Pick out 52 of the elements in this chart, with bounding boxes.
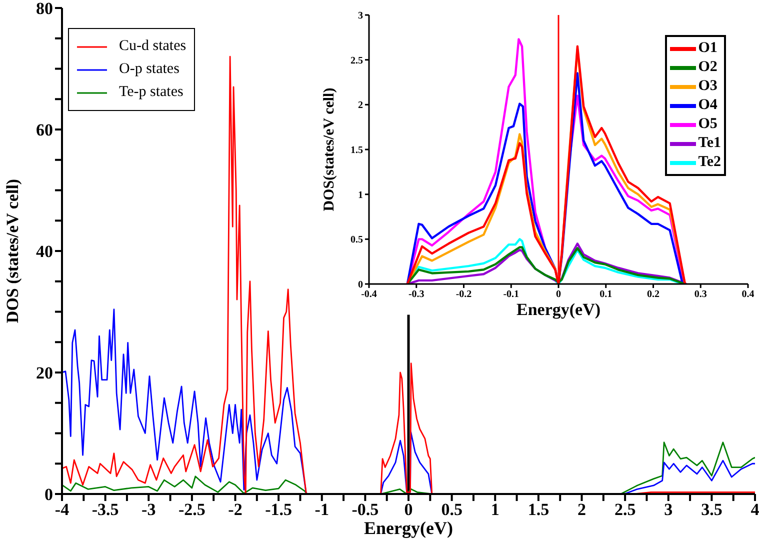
x-tick-label: 3 <box>664 500 673 520</box>
legend-label: O3 <box>698 78 718 95</box>
y-tick-label: 0.5 <box>350 234 363 246</box>
x-tick-label: -2 <box>228 500 242 520</box>
y-tick-label: 2.5 <box>350 55 363 66</box>
legend-label: O1 <box>698 40 718 57</box>
legend-label: O2 <box>698 59 718 76</box>
x-tick-label: 2.5 <box>614 500 636 520</box>
x-tick-label: -0.5 <box>352 500 379 520</box>
x-tick-label: 0 <box>556 289 561 300</box>
x-tick-label: -0.3 <box>408 289 424 300</box>
legend-label: O5 <box>698 116 718 133</box>
x-tick-label: -3 <box>142 500 156 520</box>
y-tick-label: 1 <box>358 190 363 201</box>
x-axis-title: Energy(eV) <box>516 300 601 319</box>
legend-label: Te-p states <box>119 84 184 101</box>
x-tick-label: 0 <box>404 500 413 520</box>
legend-label: Te2 <box>698 154 721 171</box>
y-tick-label: 2 <box>358 100 363 112</box>
x-tick-label: 2 <box>578 500 586 520</box>
x-tick-label: -0.4 <box>361 289 377 300</box>
x-tick-label: -1 <box>314 500 329 520</box>
x-tick-label: -0.2 <box>456 289 472 300</box>
x-tick-label: 0.1 <box>600 289 612 300</box>
y-tick-label: 3 <box>358 10 363 22</box>
x-tick-label: -2.5 <box>178 500 206 520</box>
x-axis-title: Energy(eV) <box>364 518 453 538</box>
y-tick-label: 0 <box>44 485 53 504</box>
x-tick-label: 4 <box>750 500 759 520</box>
x-tick-label: 0.4 <box>742 289 754 300</box>
y-tick-label: 20 <box>36 364 53 383</box>
x-tick-label: 0.3 <box>694 289 707 300</box>
y-tick-label: 1.5 <box>350 145 363 156</box>
legend-label: Cu-d states <box>119 38 186 55</box>
x-tick-label: -0.1 <box>503 289 520 300</box>
x-tick-label: 0.5 <box>441 500 462 520</box>
x-tick-label: 1.5 <box>528 500 550 520</box>
x-tick-label: 0.2 <box>647 289 660 300</box>
y-tick-label: 80 <box>36 0 53 18</box>
y-tick-label: 40 <box>36 242 53 262</box>
x-tick-label: -4 <box>54 500 70 520</box>
legend-label: Te1 <box>698 135 721 152</box>
y-tick-label: 60 <box>36 120 53 140</box>
legend-label: O-p states <box>119 61 180 78</box>
x-tick-label: -3.5 <box>92 500 119 520</box>
x-tick-label: -1.5 <box>265 500 292 520</box>
y-axis-title: DOS(states/eV cell) <box>321 88 338 212</box>
legend-label: O4 <box>698 97 718 114</box>
x-tick-label: 1 <box>490 500 500 520</box>
x-tick-label: 3.5 <box>701 500 722 520</box>
y-axis-title: DOS (states/eV cell) <box>3 178 22 324</box>
y-tick-label: 0 <box>358 280 363 291</box>
